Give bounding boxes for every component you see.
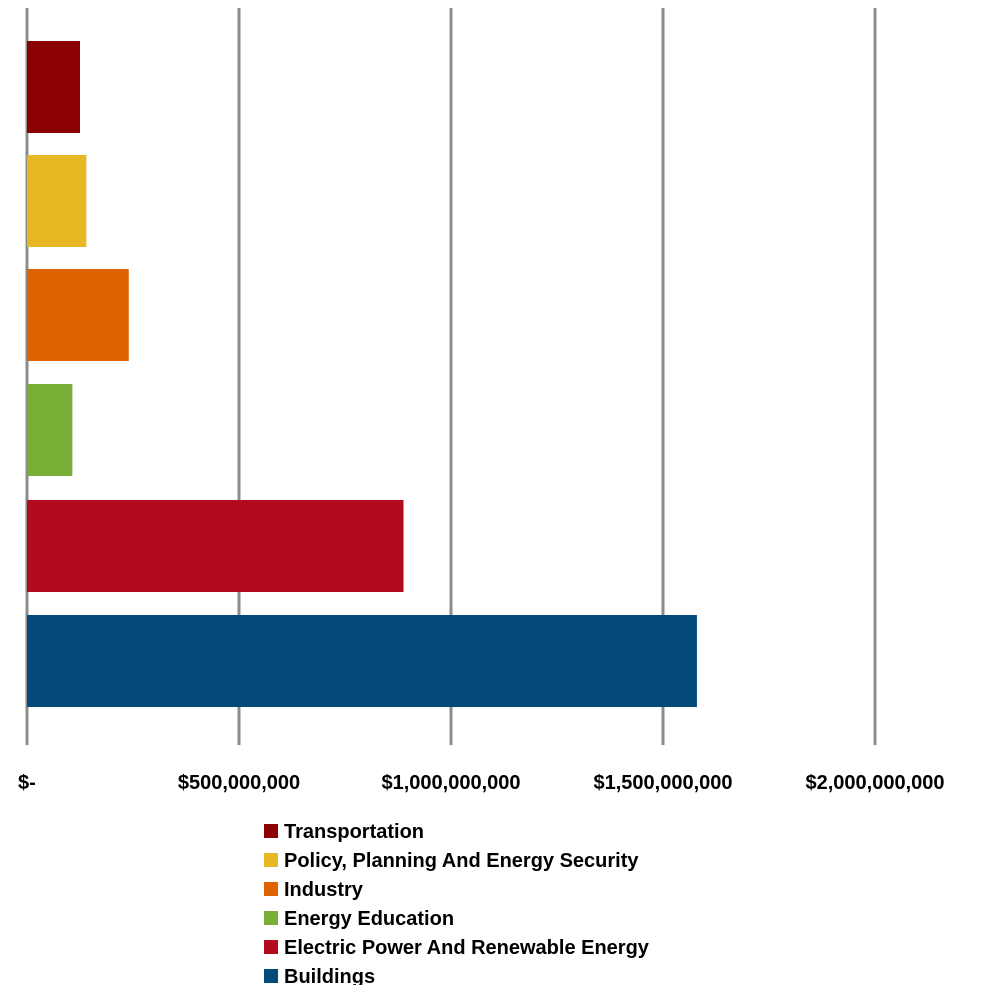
- bar-policy-planning-and-energy-security: [27, 155, 87, 247]
- bar-transportation: [27, 41, 80, 133]
- legend-label: Policy, Planning And Energy Security: [284, 850, 639, 872]
- legend-swatch: [264, 882, 278, 896]
- bar-electric-power-and-renewable-energy: [27, 500, 404, 592]
- legend-swatch: [264, 853, 278, 867]
- bars: [27, 41, 697, 707]
- legend-label: Energy Education: [284, 908, 454, 930]
- legend-swatch: [264, 940, 278, 954]
- legend-label: Electric Power And Renewable Energy: [284, 937, 650, 959]
- legend-swatch: [264, 911, 278, 925]
- x-tick-label: $1,500,000,000: [593, 772, 732, 794]
- bar-buildings: [27, 615, 697, 707]
- legend-swatch: [264, 824, 278, 838]
- legend-label: Buildings: [284, 966, 375, 985]
- legend-swatch: [264, 969, 278, 983]
- x-tick-label: $-: [18, 772, 36, 794]
- bar-energy-education: [27, 384, 73, 476]
- x-tick-label: $1,000,000,000: [381, 772, 520, 794]
- x-tick-label: $2,000,000,000: [805, 772, 944, 794]
- legend-label: Transportation: [284, 821, 424, 843]
- legend-label: Industry: [284, 879, 364, 901]
- x-tick-label: $500,000,000: [178, 772, 300, 794]
- bar-industry: [27, 269, 129, 361]
- legend: Transportation Policy, Planning And Energ…: [264, 821, 650, 985]
- x-axis-tick-labels: $- $500,000,000 $1,000,000,000 $1,500,000,0…: [18, 772, 945, 794]
